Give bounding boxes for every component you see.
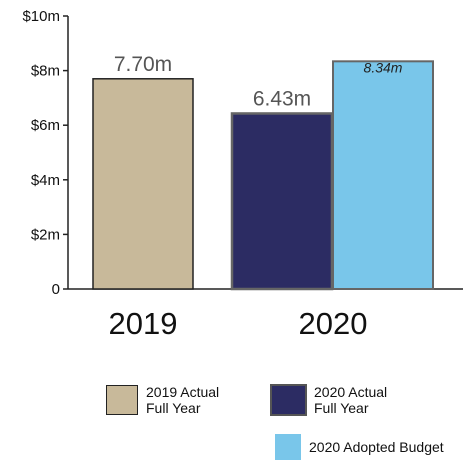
legend-label-2020-actual-line1: 2020 Actual	[314, 384, 388, 400]
legend-label-2020-adopted-budget: 2020 Adopted Budget	[309, 439, 444, 455]
x-category-label-1: 2020	[299, 306, 368, 341]
y-tick-label-4: $8m	[31, 63, 60, 80]
x-category-label-0: 2019	[109, 306, 178, 341]
legend-item-2020-actual: 2020 Actual Full Year	[270, 384, 387, 416]
legend-label-2019-actual-line1: 2019 Actual	[146, 384, 220, 400]
legend-label-2020-actual-line2: Full Year	[314, 400, 369, 416]
bar-2020-adopted-budget	[332, 60, 434, 291]
y-tick-label-3: $6m	[31, 117, 60, 134]
legend-swatch-2019-actual	[106, 385, 138, 415]
legend-swatch-2020-adopted-budget	[275, 434, 301, 460]
data-label-2019-actual-full-year: 7.70m	[114, 53, 172, 76]
y-tick-label-2: $4m	[31, 172, 60, 189]
legend-item-2019-actual: 2019 Actual Full Year	[106, 384, 219, 416]
bar-2020-actual-full-year	[230, 112, 334, 291]
data-label-2020-adopted-budget: 8.34m	[364, 59, 403, 75]
y-tick-label-0: 0	[52, 281, 60, 298]
y-tick-label-1: $2m	[31, 226, 60, 243]
y-tick-label-5: $10m	[22, 8, 60, 25]
legend-label-2019-actual-line2: Full Year	[146, 400, 201, 416]
bar-2019-actual-full-year	[92, 78, 194, 290]
legend-swatch-2020-actual	[270, 384, 307, 416]
data-label-2020-actual-full-year: 6.43m	[253, 87, 311, 110]
legend-item-2020-adopted-budget: 2020 Adopted Budget	[275, 434, 444, 460]
